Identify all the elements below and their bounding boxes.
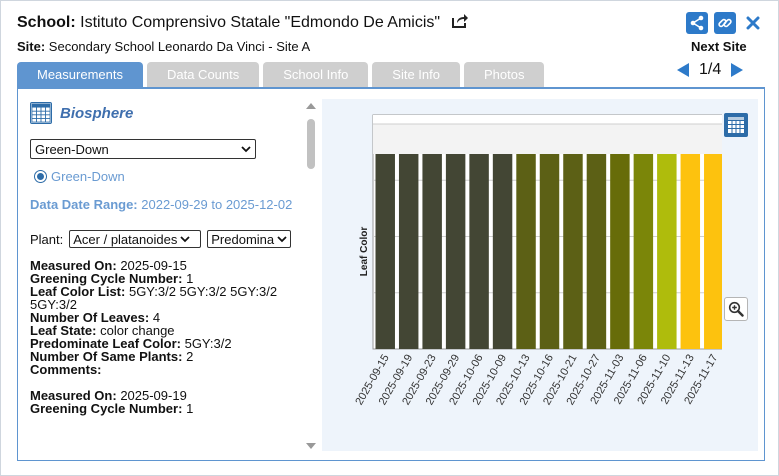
protocol-select-value: Green-Down (35, 141, 109, 157)
record-same-plants: Number Of Same Plants: 2 (30, 349, 194, 364)
radio-button[interactable] (34, 170, 47, 183)
plant-row: Plant: Acer / platanoides Predomina (30, 230, 320, 248)
scroll-thumb[interactable] (307, 119, 315, 169)
top-action-buttons (686, 12, 764, 34)
tab-photos[interactable]: Photos (464, 62, 545, 87)
plot-band-upper (373, 124, 722, 154)
bar (398, 154, 419, 349)
tab-school-info[interactable]: School Info (263, 62, 369, 87)
bar (704, 154, 722, 349)
share-icon (690, 15, 704, 31)
bar (563, 154, 583, 349)
protocol-title: Biosphere (30, 101, 320, 125)
table-icon[interactable] (30, 102, 52, 124)
bar (375, 154, 395, 349)
bar (539, 154, 560, 349)
plant-select[interactable]: Acer / platanoides (69, 230, 202, 248)
bar (469, 154, 489, 349)
record-measured-on: Measured On: 2025-09-15 (30, 258, 187, 273)
chart-area: 2025-09-15 2025-09-19 2025-09-23 2025-09-29… (322, 99, 758, 451)
tab-site-info[interactable]: Site Info (372, 62, 460, 87)
y-axis-label: Leaf Color (359, 227, 370, 277)
bar (422, 154, 442, 349)
link-icon (718, 18, 732, 28)
bar (586, 154, 607, 349)
radio-option-green-down[interactable]: Green-Down (30, 169, 320, 184)
record-measured-on: Measured On: 2025-09-19 (30, 388, 187, 403)
tab-data-counts[interactable]: Data Counts (146, 62, 260, 87)
plant-label: Plant: (30, 231, 64, 247)
copy-link-button[interactable] (714, 12, 736, 34)
tab-underline (17, 87, 765, 89)
site-name: Secondary School Leonardo Da Vinci - Sit… (48, 39, 311, 54)
measurements-panel: Biosphere Green-Down Green-Down Data Dat… (17, 89, 765, 461)
school-name: Istituto Comprensivo Statale "Edmondo De… (80, 14, 441, 31)
bar (516, 154, 536, 349)
close-button[interactable] (742, 12, 764, 34)
bar (680, 154, 701, 349)
zoom-in-icon (728, 301, 744, 317)
chevron-left-icon[interactable] (677, 63, 689, 77)
predominate-select-value: Predomina (211, 231, 275, 247)
record-comments: Comments: (30, 362, 102, 377)
record-number-of-leaves: Number Of Leaves: 4 (30, 310, 161, 325)
school-label: School: (17, 14, 76, 31)
record-greening-cycle: Greening Cycle Number: 1 (30, 401, 194, 416)
tab-bar: Measurements Data Counts School Info Sit… (17, 62, 545, 87)
school-heading: School: Istituto Comprensivo Statale "Ed… (17, 13, 469, 34)
chevron-down-icon (241, 145, 251, 152)
chevron-down-icon (180, 235, 190, 242)
bar (445, 154, 466, 349)
site-heading: Site: Secondary School Leonardo Da Vinci… (17, 39, 310, 54)
next-site-label: Next Site (691, 39, 747, 54)
share-button[interactable] (686, 12, 708, 34)
table-icon (728, 117, 744, 133)
scroll-down-arrow[interactable] (306, 443, 316, 449)
record-leaf-color-list: Leaf Color List: 5GY:3/2 5GY:3/2 5GY:3/2… (30, 284, 278, 312)
scroll-up-arrow[interactable] (306, 103, 316, 109)
date-range-label: Data Date Range: (30, 197, 138, 212)
table-view-button[interactable] (724, 113, 748, 137)
protocol-title-text: Biosphere (60, 104, 134, 122)
predominate-select[interactable]: Predomina (207, 230, 292, 248)
site-label: Site: (17, 39, 46, 54)
date-range: Data Date Range: 2022-09-29 to 2025-12-0… (30, 194, 310, 216)
measurement-details: Biosphere Green-Down Green-Down Data Dat… (18, 89, 320, 459)
record-predominate-color: Predominate Leaf Color: 5GY:3/2 (30, 336, 232, 351)
bar (657, 154, 677, 349)
site-pager: 1/4 (677, 61, 744, 79)
radio-label: Green-Down (51, 169, 125, 184)
zoom-button[interactable] (724, 297, 748, 321)
leaf-color-chart: 2025-09-152025-09-192025-09-232025-09-29… (353, 114, 722, 407)
chevron-right-icon[interactable] (731, 63, 744, 77)
plot-band-top (373, 115, 722, 124)
plant-select-value: Acer / platanoides (73, 231, 178, 247)
record-leaf-state: Leaf State: color change (30, 323, 175, 338)
share-out-icon[interactable] (451, 13, 469, 34)
close-icon (746, 16, 760, 30)
tab-measurements[interactable]: Measurements (17, 62, 143, 87)
chevron-down-icon (277, 235, 287, 242)
measurement-records: Measured On: 2025-09-15 Greening Cycle N… (30, 259, 320, 415)
protocol-select[interactable]: Green-Down (30, 139, 256, 159)
date-range-value: 2022-09-29 to 2025-12-02 (141, 197, 293, 212)
bar (492, 154, 513, 349)
bar (610, 154, 630, 349)
record-greening-cycle: Greening Cycle Number: 1 (30, 271, 194, 286)
details-scrollbar[interactable] (304, 103, 318, 449)
page-indicator: 1/4 (699, 61, 722, 78)
bar (633, 154, 654, 349)
